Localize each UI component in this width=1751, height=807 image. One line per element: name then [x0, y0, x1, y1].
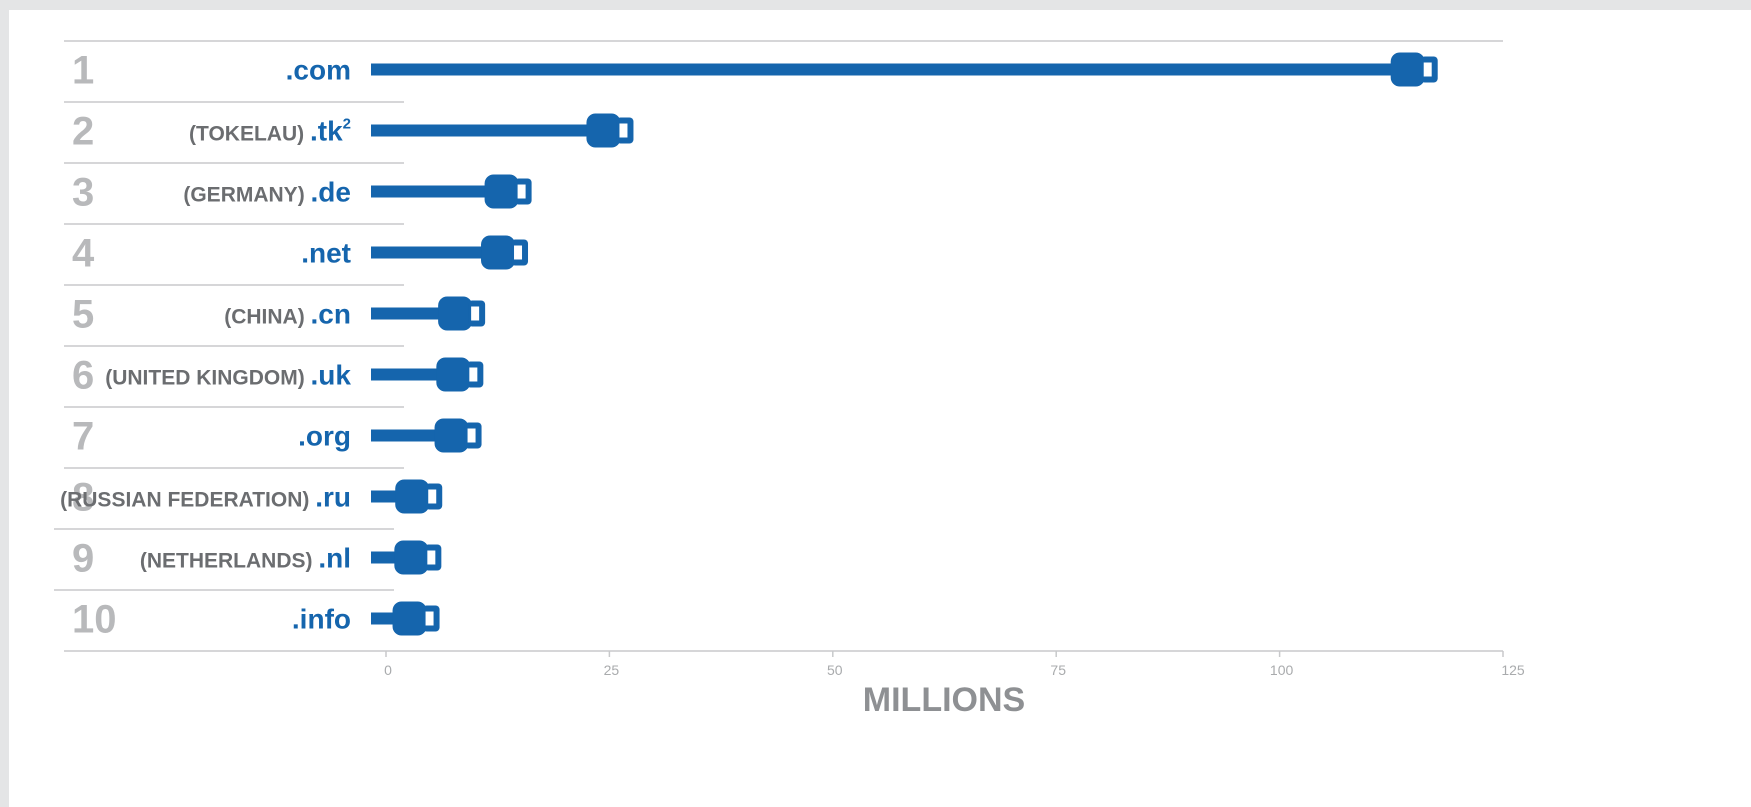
x-tick-label: 0	[384, 662, 392, 678]
country-name: (NETHERLANDS)	[140, 550, 319, 573]
category-label: (UNITED KINGDOM) .uk	[105, 360, 351, 391]
country-name: (GERMANY)	[183, 184, 310, 207]
bar-plug	[395, 479, 430, 514]
bar-plug-slot	[425, 611, 434, 626]
tld-name: .tk	[310, 116, 343, 147]
tld-name: .info	[292, 604, 351, 635]
bar-plug-slot	[428, 489, 437, 504]
bar-cable	[371, 429, 449, 442]
category-label: (RUSSIAN FEDERATION) .ru	[60, 482, 351, 513]
bar	[371, 357, 484, 392]
category-label: (GERMANY) .de	[183, 177, 351, 208]
rank-label: 5	[72, 293, 94, 337]
bar-cable	[371, 124, 601, 137]
x-tick-label: 25	[604, 662, 620, 678]
tld-name: .nl	[318, 543, 351, 574]
bar-plug-slot	[517, 184, 526, 199]
bar	[371, 418, 482, 453]
bar-plug	[1390, 52, 1425, 87]
bar-cable	[371, 307, 453, 320]
bar-plug	[586, 113, 621, 148]
x-tick-label: 50	[827, 662, 843, 678]
bar-plug-slot	[619, 123, 628, 138]
rank-label: 9	[72, 537, 94, 581]
chart-panel: 1 .com 2 (TOKELAU) .tk2 3 (GERMANY) .de 4 .net 5…	[9, 10, 1751, 807]
category-label: (TOKELAU) .tk2	[189, 116, 351, 147]
bar-plug	[394, 540, 429, 575]
rank-label: 6	[72, 354, 94, 398]
country-name: (TOKELAU)	[189, 123, 310, 146]
bar-plug	[436, 357, 471, 392]
category-label: .info	[292, 604, 351, 635]
tld-name: .de	[311, 177, 351, 208]
bar-plug	[392, 601, 427, 636]
bar-plug-slot	[427, 550, 436, 565]
tld-name: .uk	[311, 360, 352, 391]
bar-cable	[371, 246, 496, 259]
row-dividers	[54, 40, 1503, 591]
bar-plug	[434, 418, 469, 453]
x-tick-label: 125	[1501, 662, 1525, 678]
rank-label: 1	[72, 49, 94, 93]
category-label: (CHINA) .cn	[224, 299, 351, 330]
bar-plug-slot	[1423, 62, 1432, 77]
country-name: (CHINA)	[224, 306, 310, 329]
bar-plug-slot	[471, 306, 480, 321]
tld-name: .cn	[311, 299, 351, 330]
bar	[371, 235, 529, 270]
bar-plug	[484, 174, 519, 209]
rank-label: 2	[72, 110, 94, 154]
x-tick-label: 75	[1050, 662, 1066, 678]
category-label: .net	[301, 238, 351, 269]
category-label: (NETHERLANDS) .nl	[140, 543, 351, 574]
tld-name: .net	[301, 238, 351, 269]
footnote-marker: 2	[343, 116, 351, 133]
x-axis-title: MILLIONS	[863, 681, 1025, 719]
bar	[371, 174, 532, 209]
country-name: (UNITED KINGDOM)	[105, 367, 310, 390]
rank-label: 7	[72, 415, 94, 459]
bar-cable	[371, 368, 451, 381]
bar	[371, 296, 486, 331]
country-name: (RUSSIAN FEDERATION)	[60, 489, 315, 512]
bar-plug-slot	[514, 245, 523, 260]
rank-label: 3	[72, 171, 94, 215]
rank-label: 10	[72, 598, 117, 642]
bar-cable	[371, 185, 499, 198]
tld-name: .com	[286, 55, 351, 86]
rank-label: 4	[72, 232, 95, 276]
bar	[371, 52, 1438, 87]
rank-label: 8	[72, 476, 94, 520]
category-label: .com	[286, 55, 351, 86]
bar-plug-slot	[469, 367, 478, 382]
category-label: .org	[298, 421, 351, 452]
x-tick-label: 100	[1270, 662, 1294, 678]
bar-plug-slot	[467, 428, 476, 443]
tld-name: .ru	[315, 482, 351, 513]
bar	[371, 113, 634, 148]
bars	[371, 52, 1438, 636]
bar	[371, 540, 442, 575]
bar-plug	[481, 235, 516, 270]
bar-cable	[371, 63, 1405, 76]
bar	[371, 601, 440, 636]
bar	[371, 479, 443, 514]
bar-plug	[438, 296, 473, 331]
tld-name: .org	[298, 421, 351, 452]
x-axis: 0 25 50 75 100 125 MILLIONS	[64, 650, 1525, 719]
